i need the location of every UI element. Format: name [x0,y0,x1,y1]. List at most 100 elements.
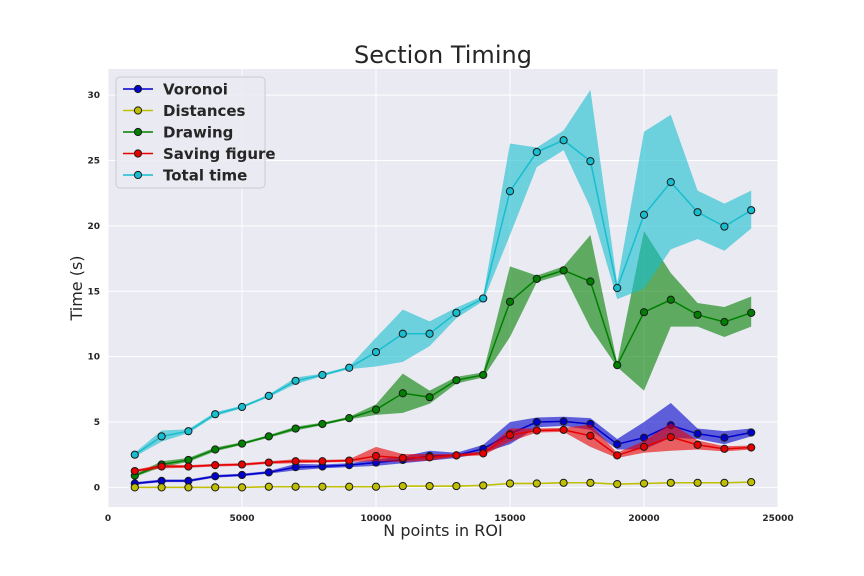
point-total-time [452,308,461,317]
point-total-time [345,363,354,372]
point-saving-figure [532,426,541,435]
point-total-time [559,136,568,145]
point-saving-figure [264,458,273,467]
point-drawing [693,310,702,319]
point-drawing [318,419,327,429]
point-saving-figure [559,425,568,434]
chart-title: Section Timing [354,41,532,69]
point-total-time [398,329,407,338]
point-voronoi [532,417,541,427]
legend-label-total-time: Total time [163,167,247,185]
y-tick-label: 5 [94,418,100,428]
point-total-time [639,210,649,219]
point-distances [720,478,729,487]
point-drawing [586,277,595,286]
point-saving-figure [505,430,515,440]
point-voronoi [237,470,247,480]
point-saving-figure [586,431,595,440]
point-drawing [666,295,675,304]
y-tick-label: 20 [87,222,100,232]
point-drawing [479,370,488,380]
point-drawing [237,439,247,448]
point-total-time [211,410,220,419]
point-distances [291,482,300,491]
legend-label-voronoi: Voronoi [163,81,228,99]
point-distances [237,483,247,492]
point-distances [532,479,541,488]
point-voronoi [264,468,273,477]
series-drawing [130,231,756,480]
point-saving-figure [452,451,461,460]
series-group [130,89,756,492]
point-distances [693,478,702,487]
point-distances [639,479,649,488]
point-distances [586,478,595,487]
point-drawing [559,266,568,275]
point-drawing [720,317,729,327]
point-saving-figure [157,462,166,471]
point-saving-figure [693,440,702,449]
point-distances [452,481,461,491]
point-saving-figure [613,451,622,460]
band-total-time [134,89,752,457]
point-distances [184,483,193,492]
legend: Voronoi Distances Drawing Saving figure Tota… [115,76,276,189]
point-saving-figure [237,460,247,469]
point-total-time [371,347,381,357]
point-distances [398,481,407,491]
point-total-time [264,391,273,400]
point-drawing [371,405,381,414]
point-saving-figure [211,461,220,470]
point-distances [747,478,756,487]
point-drawing [505,297,515,306]
x-tick-label: 20000 [628,514,659,524]
band-drawing [134,231,752,477]
line-distances [134,481,752,489]
point-saving-figure [720,444,729,453]
point-distances [505,479,515,488]
point-total-time [130,450,139,459]
x-tick-label: 5000 [229,514,254,524]
point-saving-figure [425,453,434,462]
legend-marker-voronoi [133,84,143,94]
point-total-time [479,294,488,303]
point-total-time [720,222,729,231]
point-distances [559,478,568,487]
point-saving-figure [345,456,354,465]
legend-marker-distances [133,106,143,115]
point-saving-figure [398,453,407,463]
point-total-time [586,157,595,166]
point-total-time [425,329,434,338]
y-tick-label: 30 [87,91,100,101]
point-saving-figure [747,443,756,452]
x-tick-label: 15000 [494,514,525,524]
y-tick-label: 10 [87,353,100,363]
legend-label-saving-figure: Saving figure [163,145,276,163]
point-saving-figure [130,466,139,476]
point-saving-figure [479,449,488,458]
series-saving-figure [130,423,756,476]
point-saving-figure [184,462,193,471]
x-tick-label: 0 [105,514,111,524]
legend-label-drawing: Drawing [163,124,233,142]
point-voronoi [693,429,702,438]
point-total-time [747,206,756,215]
legend-marker-saving-figure [133,149,143,158]
y-axis-label: Time (s) [67,255,86,321]
point-total-time [505,187,515,196]
point-drawing [425,393,434,402]
point-distances [425,481,434,491]
legend-box [115,76,266,189]
line-total-time [134,139,752,456]
point-voronoi [720,433,729,442]
point-voronoi [211,472,220,481]
point-total-time [532,147,541,157]
point-drawing [747,308,756,317]
series-distances [130,478,756,492]
point-saving-figure [318,457,327,466]
point-drawing [532,274,541,283]
point-drawing [345,413,354,423]
point-distances [666,478,675,487]
point-distances [130,483,139,492]
